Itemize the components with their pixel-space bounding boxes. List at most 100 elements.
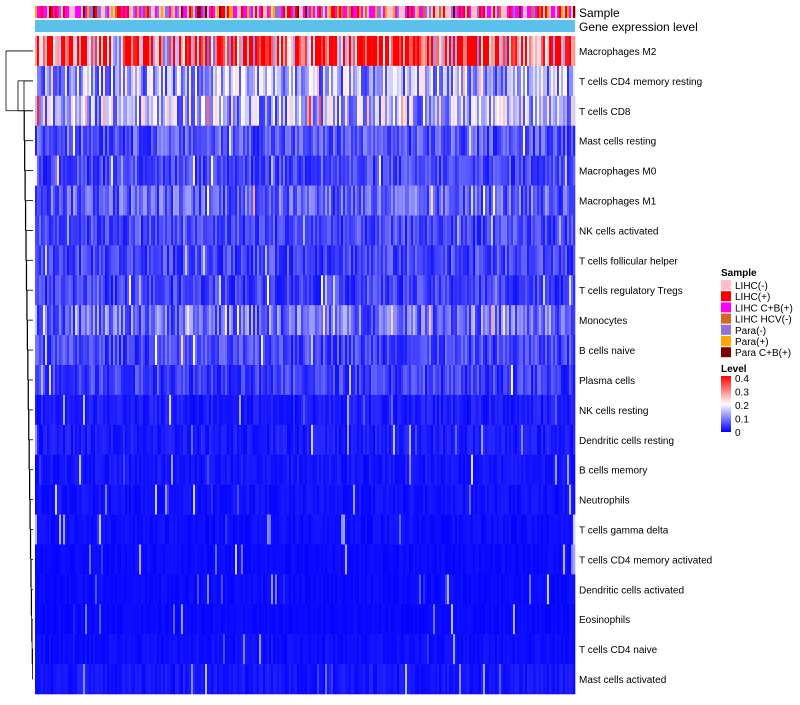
heatmap-cell xyxy=(443,394,446,426)
heatmap-cell xyxy=(391,155,394,186)
heatmap-cell xyxy=(211,394,214,426)
heatmap-cell xyxy=(249,305,252,336)
heatmap-cell xyxy=(371,65,374,97)
heatmap-cell xyxy=(247,36,250,67)
heatmap-cell xyxy=(181,514,184,545)
heatmap-cell xyxy=(119,305,122,336)
heatmap-cell xyxy=(467,335,470,366)
heatmap-cell xyxy=(113,305,116,336)
heatmap-cell xyxy=(79,215,82,246)
heatmap-cell xyxy=(447,335,450,366)
heatmap-cell xyxy=(221,365,224,396)
heatmap-cell xyxy=(207,36,210,67)
heatmap-cell xyxy=(263,245,266,276)
heatmap-cell xyxy=(287,155,290,186)
heatmap-cell xyxy=(489,454,492,485)
heatmap-cell xyxy=(399,394,402,426)
heatmap-cell xyxy=(71,95,74,127)
heatmap-cell xyxy=(77,454,80,485)
heatmap-cell xyxy=(463,275,466,306)
sample-annotation-cell xyxy=(255,6,258,18)
heatmap-cell xyxy=(555,305,558,336)
heatmap-cell xyxy=(207,394,210,426)
heatmap-cell xyxy=(129,484,132,515)
heatmap-cell xyxy=(381,514,384,545)
heatmap-cell xyxy=(35,36,38,67)
heatmap-cell xyxy=(371,36,374,67)
heatmap-cell xyxy=(85,65,88,97)
heatmap-cell xyxy=(241,305,244,336)
heatmap-cell xyxy=(105,394,108,426)
heatmap-cell xyxy=(425,245,428,276)
heatmap-cell xyxy=(453,275,456,306)
heatmap-cell xyxy=(533,95,536,127)
heatmap-cell xyxy=(451,514,454,545)
heatmap-cell xyxy=(183,365,186,396)
heatmap-cell xyxy=(349,335,352,366)
sample-annotation-cell xyxy=(495,6,498,18)
heatmap-cell xyxy=(491,424,494,456)
heatmap-cell xyxy=(413,454,416,485)
heatmap-cell xyxy=(119,275,122,306)
heatmap-cell xyxy=(305,335,308,366)
heatmap-cell xyxy=(349,245,352,276)
heatmap-cell xyxy=(433,454,436,485)
heatmap-cell xyxy=(307,305,310,336)
heatmap-cell xyxy=(383,365,386,396)
heatmap-cell xyxy=(455,65,458,97)
heatmap-cell xyxy=(189,335,192,366)
heatmap-cell xyxy=(251,125,254,156)
heatmap-cell xyxy=(367,155,370,186)
heatmap-cell xyxy=(45,544,48,575)
heatmap-cell xyxy=(171,484,174,515)
heatmap-cell xyxy=(161,125,164,156)
heatmap-cell xyxy=(193,65,196,97)
heatmap-cell xyxy=(445,275,448,306)
heatmap-row xyxy=(35,155,576,186)
heatmap-cell xyxy=(265,65,268,97)
heatmap-cell xyxy=(359,454,362,485)
heatmap-cell xyxy=(573,394,576,426)
heatmap-cell xyxy=(253,275,256,306)
heatmap-cell xyxy=(523,454,526,485)
heatmap-cell xyxy=(257,65,260,97)
heatmap-cell xyxy=(171,215,174,246)
heatmap-cell xyxy=(205,514,208,545)
heatmap-cell xyxy=(59,335,62,366)
heatmap-cell xyxy=(549,155,552,186)
heatmap-cell xyxy=(207,245,210,276)
heatmap-cell xyxy=(317,95,320,127)
heatmap-cell xyxy=(261,544,264,575)
heatmap-cell xyxy=(89,125,92,156)
heatmap-cell xyxy=(209,36,212,67)
heatmap-cell xyxy=(569,185,572,216)
heatmap-cell xyxy=(393,125,396,156)
heatmap-cell xyxy=(125,125,128,156)
heatmap-cell xyxy=(489,514,492,545)
heatmap-cell xyxy=(377,185,380,216)
sample-annotation-cell xyxy=(95,6,98,18)
heatmap-cell xyxy=(443,424,446,456)
sample-annotation-cell xyxy=(369,6,372,18)
heatmap-cell xyxy=(487,95,490,127)
heatmap-cell xyxy=(345,125,348,156)
heatmap-cell xyxy=(563,155,566,186)
heatmap-cell xyxy=(241,36,244,67)
sample-annotation-cell xyxy=(555,6,558,18)
heatmap-cell xyxy=(173,125,176,156)
heatmap-cell xyxy=(211,245,214,276)
heatmap-cell xyxy=(529,95,532,127)
heatmap-cell xyxy=(159,65,162,97)
heatmap-cell xyxy=(49,155,52,186)
heatmap-cell xyxy=(421,514,424,545)
heatmap-cell xyxy=(305,185,308,216)
heatmap-cell xyxy=(173,155,176,186)
heatmap-cell xyxy=(371,155,374,186)
heatmap-cell xyxy=(69,125,72,156)
heatmap-cell xyxy=(503,275,506,306)
heatmap-cell xyxy=(403,65,406,97)
heatmap-cell xyxy=(189,275,192,306)
heatmap-cell xyxy=(125,65,128,97)
heatmap-cell xyxy=(89,544,92,575)
heatmap-cell xyxy=(179,155,182,186)
